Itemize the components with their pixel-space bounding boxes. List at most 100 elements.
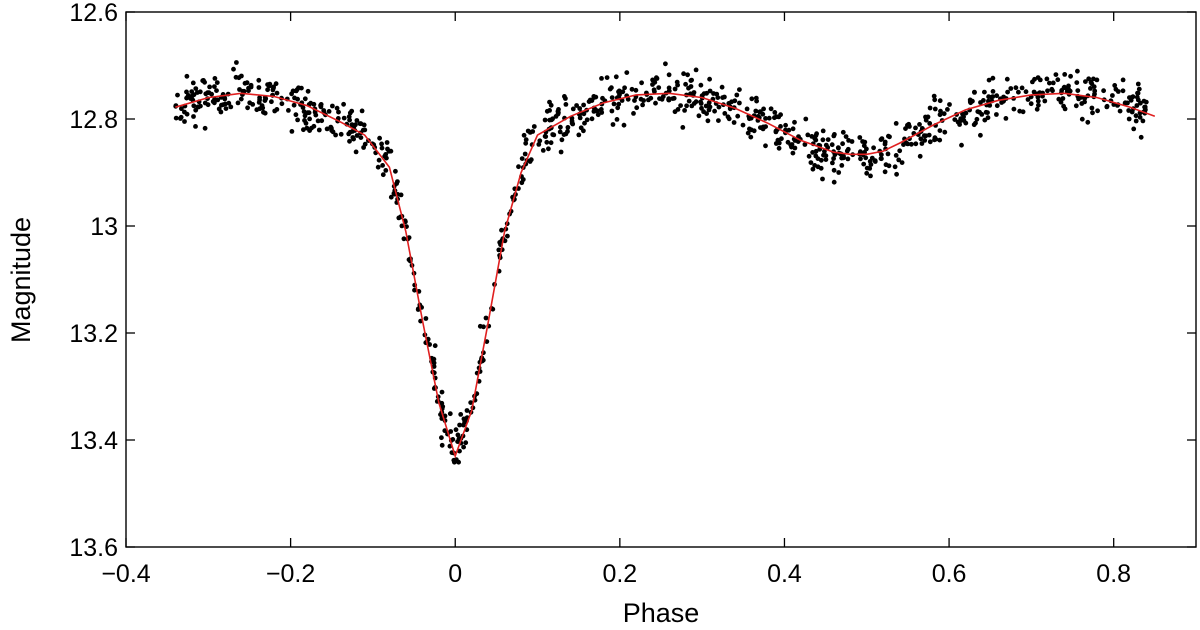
data-point xyxy=(917,153,923,159)
data-point xyxy=(858,156,863,162)
data-point xyxy=(937,112,943,118)
data-point xyxy=(359,108,365,114)
data-point xyxy=(675,107,681,112)
data-point xyxy=(1135,81,1141,87)
data-point xyxy=(574,103,579,108)
data-point xyxy=(463,440,469,446)
data-point xyxy=(776,114,782,120)
data-point xyxy=(766,115,772,121)
data-point xyxy=(790,150,796,156)
data-point xyxy=(737,100,742,106)
data-point xyxy=(201,78,206,83)
data-point xyxy=(540,148,546,153)
data-point xyxy=(835,145,841,151)
data-point xyxy=(707,104,713,110)
data-point xyxy=(311,101,317,107)
data-point xyxy=(1005,89,1010,95)
data-point xyxy=(994,93,1000,99)
data-point xyxy=(1047,80,1052,86)
data-point xyxy=(237,87,242,92)
data-point xyxy=(1066,83,1071,89)
y-tick-label: 12.8 xyxy=(69,106,118,134)
data-point xyxy=(1112,83,1118,88)
data-point xyxy=(543,134,549,140)
data-point xyxy=(790,126,796,132)
data-point xyxy=(1004,76,1010,82)
data-point xyxy=(994,112,999,117)
data-point xyxy=(982,89,987,95)
data-point xyxy=(591,95,597,100)
data-point xyxy=(1133,113,1139,119)
data-point xyxy=(894,171,899,177)
data-point xyxy=(952,117,958,122)
data-point xyxy=(823,142,829,148)
data-point xyxy=(830,160,835,166)
data-point xyxy=(193,124,198,129)
data-point xyxy=(698,82,704,88)
data-point xyxy=(805,132,811,138)
data-point xyxy=(1045,88,1050,94)
data-point xyxy=(302,96,308,102)
data-point xyxy=(212,76,218,81)
data-point xyxy=(1013,85,1019,91)
data-point xyxy=(632,98,637,103)
data-point xyxy=(680,125,686,130)
data-point xyxy=(551,132,557,138)
data-point xyxy=(316,127,322,133)
data-point xyxy=(631,111,636,116)
data-point xyxy=(182,109,187,115)
data-point xyxy=(937,98,943,104)
data-point xyxy=(563,102,569,107)
data-point xyxy=(806,153,812,159)
data-point xyxy=(294,87,300,93)
data-point xyxy=(686,98,692,104)
data-point xyxy=(666,72,672,78)
data-point xyxy=(882,139,888,145)
data-point xyxy=(578,125,584,131)
y-tick-label: 13.2 xyxy=(69,320,118,348)
data-point xyxy=(761,106,766,112)
data-point xyxy=(1134,94,1140,100)
data-point xyxy=(1042,98,1048,104)
data-point xyxy=(235,100,241,106)
data-point xyxy=(1035,94,1041,100)
data-point xyxy=(820,128,826,134)
data-point xyxy=(703,103,709,109)
data-point xyxy=(783,122,788,128)
data-point xyxy=(722,111,728,116)
data-point xyxy=(839,163,845,168)
data-point xyxy=(1003,116,1009,121)
data-point xyxy=(901,142,906,148)
data-point xyxy=(871,145,876,151)
data-point xyxy=(869,155,875,161)
data-point xyxy=(653,100,658,106)
x-tick-label: −0.2 xyxy=(266,560,315,588)
data-point xyxy=(831,167,837,173)
data-point xyxy=(1055,77,1061,83)
data-point xyxy=(581,111,587,117)
data-point xyxy=(1073,103,1079,109)
data-point xyxy=(1115,89,1121,94)
data-point xyxy=(483,315,489,321)
data-point xyxy=(214,80,220,85)
data-point xyxy=(505,233,510,239)
data-point xyxy=(234,60,239,65)
data-point xyxy=(927,139,933,145)
data-point xyxy=(812,163,818,168)
data-point xyxy=(885,151,891,157)
data-point xyxy=(188,96,194,101)
data-point xyxy=(633,87,639,93)
data-point xyxy=(1044,76,1050,82)
data-point xyxy=(1129,94,1135,100)
data-point xyxy=(893,121,899,126)
data-point xyxy=(753,95,759,101)
data-point xyxy=(330,129,336,135)
data-point xyxy=(1062,106,1068,112)
data-point xyxy=(1035,98,1041,104)
data-point xyxy=(265,82,270,87)
data-point xyxy=(843,134,849,140)
data-point xyxy=(1091,76,1096,82)
data-point xyxy=(399,223,405,229)
data-point xyxy=(311,123,317,129)
data-point xyxy=(537,138,543,144)
